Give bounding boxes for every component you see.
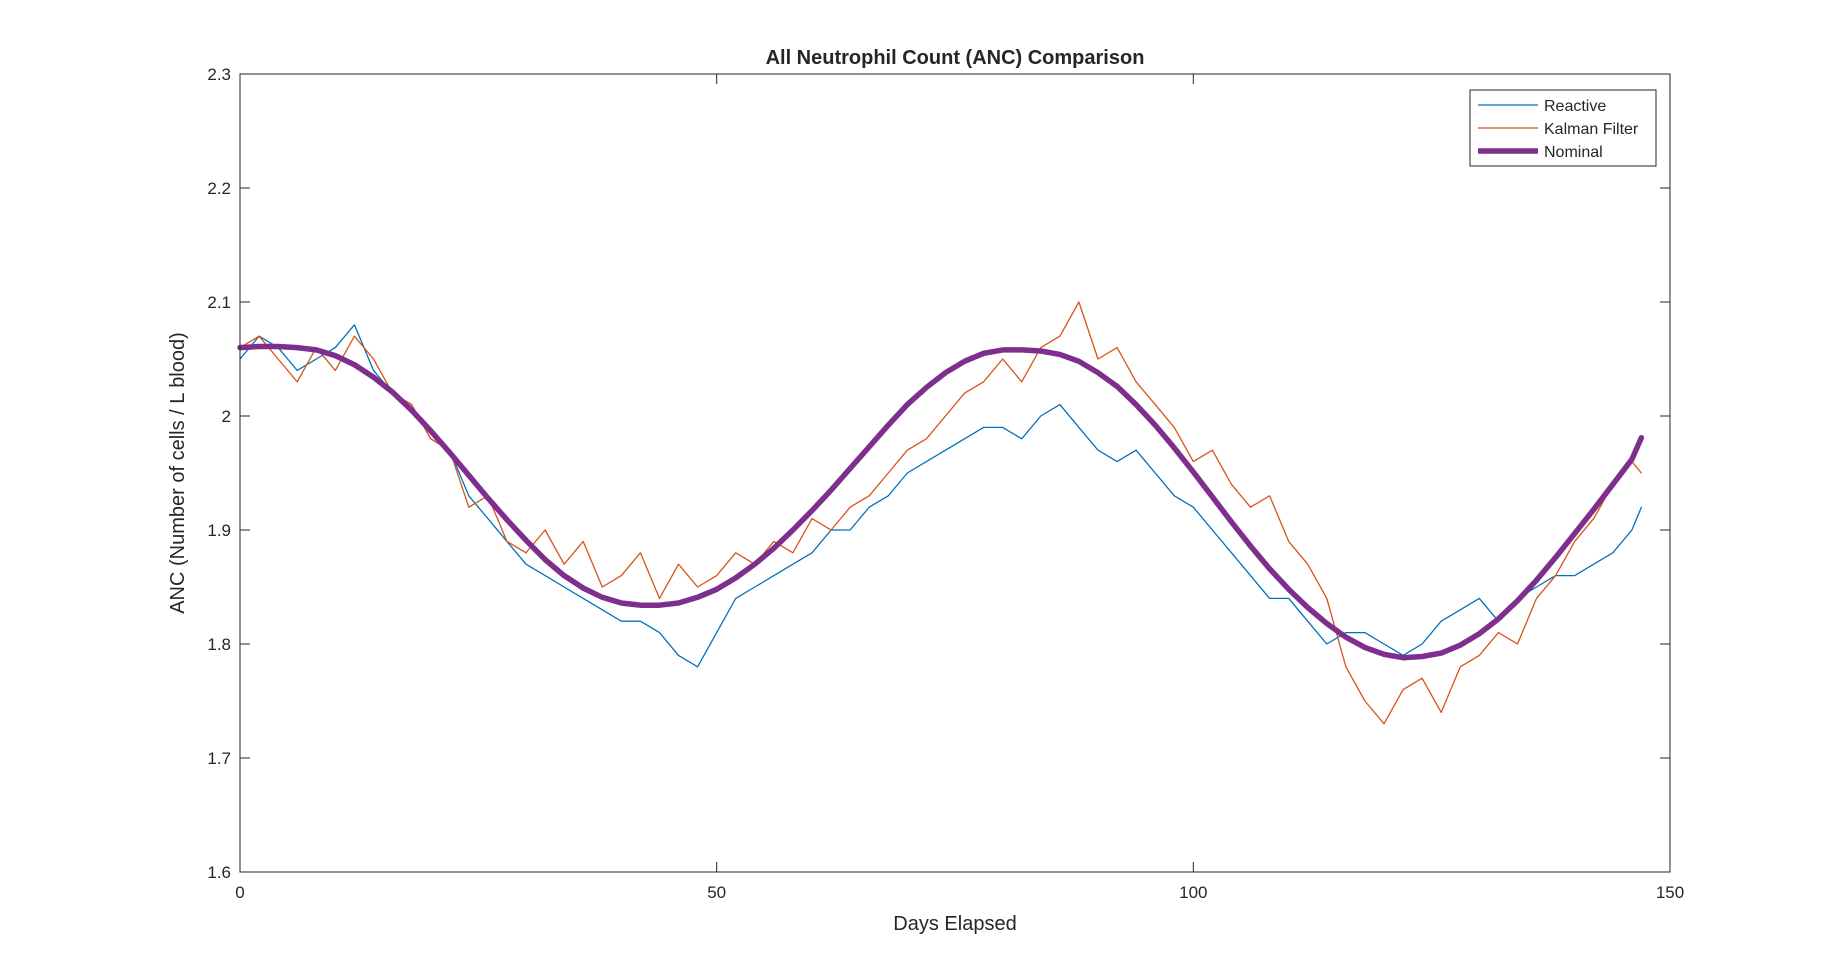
legend-label-reactive: Reactive [1544, 98, 1606, 115]
legend-label-nominal: Nominal [1544, 144, 1603, 161]
series-line-kalman-filter [239, 301, 1643, 725]
x-tick-label: 50 [707, 883, 726, 902]
x-tick-label: 0 [235, 883, 244, 902]
axes-box [239, 73, 1671, 873]
y-axis-label: ANC (Number of cells / L blood) [167, 332, 189, 614]
plot-area [240, 74, 1670, 872]
y-tick-label: 1.8 [207, 635, 231, 654]
y-tick-label: 2.3 [207, 65, 231, 84]
legend: Reactive Kalman Filter Nominal [1469, 89, 1657, 167]
series-line-nominal [237, 343, 1645, 661]
x-tick-label: 100 [1179, 883, 1207, 902]
x-axis-label: Days Elapsed [893, 913, 1016, 935]
ticks-layer: 0 50 100 150 1.6 1.7 1.8 1.9 2 2.1 2.2 2.3 [207, 65, 1684, 902]
series-layer [237, 301, 1645, 725]
y-tick-label: 2 [222, 407, 231, 426]
y-tick-label: 1.9 [207, 521, 231, 540]
y-tick-label: 1.7 [207, 749, 231, 768]
y-tick-label: 1.6 [207, 863, 231, 882]
x-tick-label: 150 [1656, 883, 1684, 902]
chart-title: All Neutrophil Count (ANC) Comparison [766, 47, 1145, 69]
y-tick-label: 2.1 [207, 293, 231, 312]
y-tick-label: 2.2 [207, 179, 231, 198]
axes-layer [239, 73, 1671, 873]
legend-label-kalman-filter: Kalman Filter [1544, 121, 1639, 138]
